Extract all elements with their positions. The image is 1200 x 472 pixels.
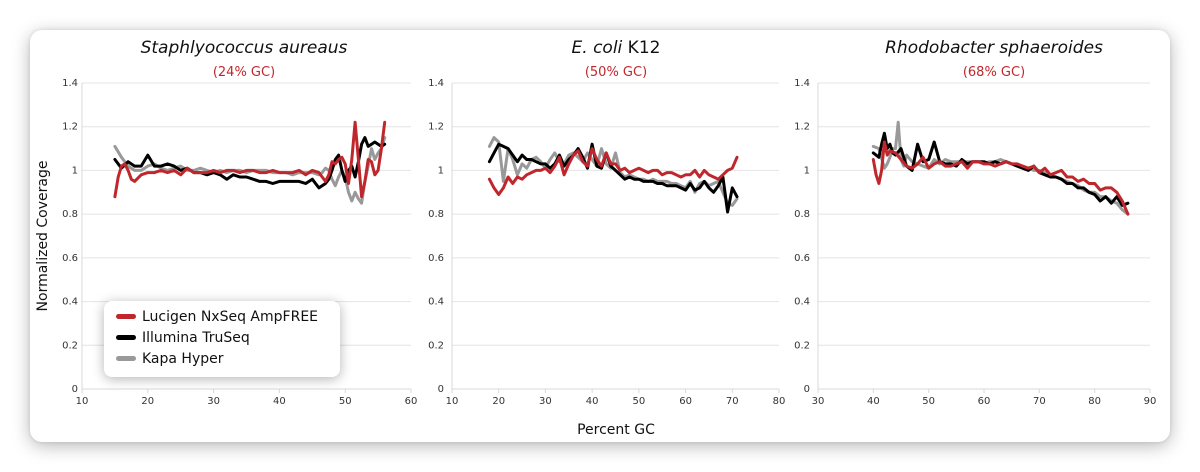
x-tick-label: 40 — [273, 396, 286, 407]
legend-swatch-lucigen — [116, 314, 136, 319]
y-tick-label: 0.8 — [62, 209, 78, 220]
x-tick-label: 40 — [867, 396, 880, 407]
y-axis-label: Normalized Coverage — [35, 161, 51, 312]
legend-swatch-illumina — [116, 335, 136, 340]
x-axis-label: Percent GC — [577, 422, 655, 438]
chart-title-plain: K12 — [622, 38, 660, 58]
x-tick-label: 40 — [586, 396, 599, 407]
chart-title-italic: Staphlyococcus aureaus — [141, 38, 348, 58]
series-line-illumina-truseq — [487, 142, 739, 214]
legend-label-illumina: Illumina TruSeq — [142, 329, 250, 346]
y-tick-label: 1.4 — [62, 78, 78, 89]
legend-label-lucigen: Lucigen NxSeq AmpFREE — [142, 308, 319, 325]
x-tick-label: 50 — [632, 396, 645, 407]
chart-title-italic: Rhodobacter sphaeroides — [885, 38, 1103, 58]
y-tick-label: 0.2 — [62, 340, 78, 351]
series-line-lucigen-nxseq-ampfree — [113, 120, 387, 199]
legend-item-illumina: Illumina TruSeq — [116, 327, 340, 348]
chart-subtitle: (68% GC) — [963, 65, 1025, 80]
y-tick-label: 0.4 — [794, 297, 810, 308]
y-tick-label: 1.4 — [428, 78, 444, 89]
chart-subtitle: (24% GC) — [213, 65, 275, 80]
y-tick-label: 0.4 — [428, 297, 444, 308]
y-tick-label: 0 — [438, 384, 444, 395]
y-tick-label: 1 — [72, 165, 78, 176]
x-tick-label: 60 — [679, 396, 692, 407]
y-tick-label: 1.2 — [62, 122, 78, 133]
y-tick-label: 0 — [72, 384, 78, 395]
x-tick-label: 30 — [539, 396, 552, 407]
series-line-kapa-hyper — [487, 136, 739, 207]
x-tick-label: 50 — [339, 396, 352, 407]
x-tick-label: 30 — [207, 396, 220, 407]
x-tick-label: 10 — [446, 396, 459, 407]
chart-subtitle: (50% GC) — [585, 65, 647, 80]
chart-title: Rhodobacter sphaeroides — [885, 38, 1103, 58]
y-tick-label: 1 — [804, 165, 810, 176]
chart-title: E. coli K12 — [572, 38, 661, 58]
series-line-lucigen-nxseq-ampfree — [871, 140, 1130, 216]
legend-item-lucigen: Lucigen NxSeq AmpFREE — [116, 306, 340, 327]
chart-panel-2: E. coli K12 (50% GC) 0 0.2 0.4 0.6 0.8 1 1.2 1.4 1… — [428, 38, 785, 407]
x-tick-label: 20 — [492, 396, 505, 407]
legend-swatch-kapa — [116, 356, 136, 361]
y-tick-label: 1.2 — [428, 122, 444, 133]
legend: Lucigen NxSeq AmpFREE Illumina TruSeq Ka… — [104, 301, 340, 377]
y-tick-label: 0 — [804, 384, 810, 395]
x-tick-label: 50 — [922, 396, 935, 407]
chart-title-italic: E. coli — [572, 38, 623, 58]
y-tick-label: 0.2 — [794, 340, 810, 351]
y-tick-label: 0.6 — [794, 253, 810, 264]
x-tick-label: 60 — [405, 396, 418, 407]
y-tick-label: 1 — [438, 165, 444, 176]
chart-title: Staphlyococcus aureaus — [141, 38, 348, 58]
y-tick-label: 1.4 — [794, 78, 810, 89]
x-tick-label: 80 — [773, 396, 786, 407]
chart-panel-3: Rhodobacter sphaeroides (68% GC) 0 0.2 0.4 0.… — [794, 38, 1156, 407]
x-tick-label: 70 — [1033, 396, 1046, 407]
y-tick-label: 0.6 — [62, 253, 78, 264]
legend-label-kapa: Kapa Hyper — [142, 350, 224, 367]
x-tick-label: 90 — [1144, 396, 1157, 407]
y-tick-label: 0.6 — [428, 253, 444, 264]
y-tick-label: 1.2 — [794, 122, 810, 133]
y-tick-label: 0.4 — [62, 297, 78, 308]
x-tick-label: 10 — [76, 396, 89, 407]
x-tick-label: 60 — [978, 396, 991, 407]
x-tick-label: 20 — [141, 396, 154, 407]
x-tick-label: 80 — [1088, 396, 1101, 407]
series-line-illumina-truseq — [113, 136, 387, 190]
y-tick-label: 0.8 — [794, 209, 810, 220]
series-line-lucigen-nxseq-ampfree — [487, 147, 739, 196]
chart-panel-1: Staphlyococcus aureaus (24% GC) 0 0.2 0.4 0.6… — [62, 38, 417, 407]
legend-item-kapa: Kapa Hyper — [116, 348, 340, 369]
y-tick-label: 0.2 — [428, 340, 444, 351]
x-tick-label: 30 — [812, 396, 825, 407]
y-tick-label: 0.8 — [428, 209, 444, 220]
x-tick-label: 70 — [726, 396, 739, 407]
